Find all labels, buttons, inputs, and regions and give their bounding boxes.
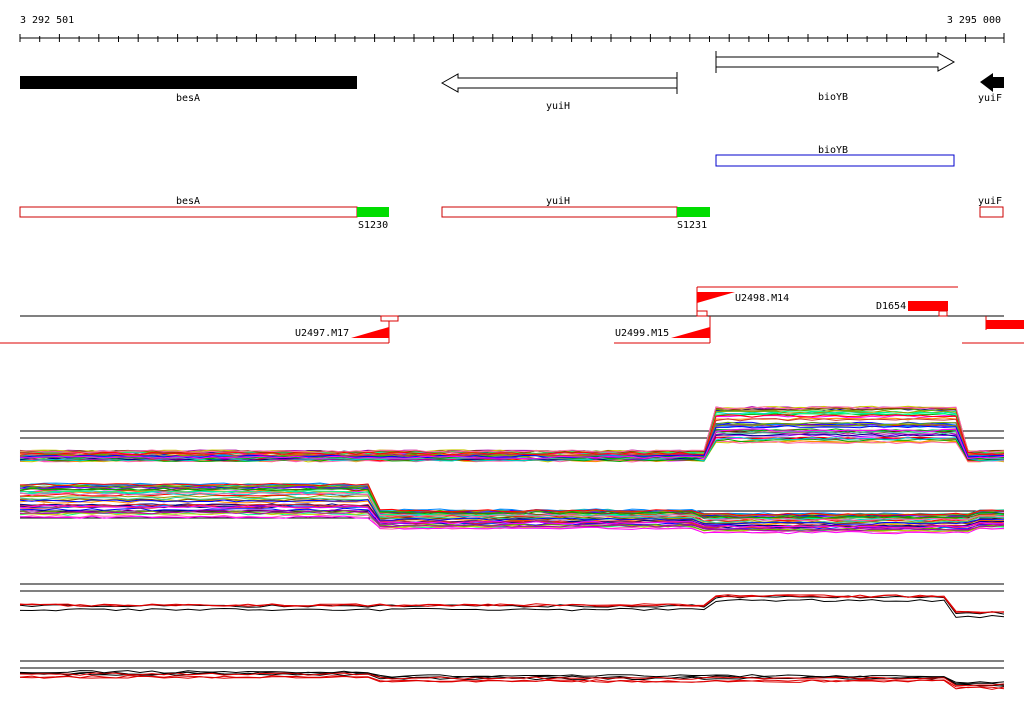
gene-track: besA yuiH bioYB yuiF	[20, 51, 1004, 112]
gene-besA[interactable]	[20, 76, 357, 89]
expression-panel-forward	[19, 405, 1005, 463]
expression-profile	[19, 492, 1005, 522]
feature-U2498.M14[interactable]	[697, 292, 735, 303]
transcript-yuiF[interactable]	[979, 206, 1004, 218]
expression-profile	[19, 436, 1005, 462]
expression-profile	[19, 482, 1005, 516]
expression-profile	[19, 487, 1005, 519]
expression-profiles-forward	[19, 405, 1005, 463]
expression-profile	[19, 511, 1005, 532]
transcript-label-yuiF: yuiF	[978, 196, 1002, 207]
gene-bioYB[interactable]	[715, 52, 956, 72]
feature-U2499.M15[interactable]	[671, 327, 710, 338]
expression-profile	[19, 414, 1005, 456]
signal-S1230[interactable]	[357, 207, 389, 217]
coordinate-ruler: 3 292 501 3 295 000	[19, 15, 1005, 43]
expression-profile	[19, 405, 1005, 453]
ruler-ticks	[19, 33, 1005, 43]
transcript-besA[interactable]	[19, 206, 358, 218]
expression-profile	[20, 428, 1005, 460]
gene-label-yuiH: yuiH	[546, 101, 570, 112]
summary-panel-upper	[19, 583, 1005, 619]
expression-panel-reverse	[19, 482, 1005, 535]
ruler-start-label: 3 292 501	[20, 15, 74, 26]
expression-profile	[19, 505, 1004, 529]
transcript-label-besA: besA	[176, 196, 200, 207]
feature-D1654[interactable]	[908, 301, 948, 311]
expression-profile	[19, 670, 1005, 684]
transcript-yuiH[interactable]	[441, 206, 678, 218]
feature-marker-box	[696, 310, 708, 317]
expression-profile	[19, 672, 1005, 687]
summary-profiles-lower	[19, 670, 1005, 690]
feature-edge-block[interactable]	[986, 320, 1024, 329]
expression-profile	[19, 672, 1005, 687]
signal-S1231[interactable]	[677, 207, 710, 217]
gene-label-yuiF: yuiF	[978, 93, 1002, 104]
feature-U2497.M17[interactable]	[351, 327, 389, 338]
signal-label-S1230: S1230	[358, 220, 388, 231]
annotation-track: bioYB	[715, 145, 955, 167]
signal-label-S1231: S1231	[677, 220, 707, 231]
expression-profiles-reverse	[19, 482, 1005, 535]
feature-label-U2499.M15: U2499.M15	[615, 328, 669, 339]
expression-profile	[19, 418, 1005, 457]
feature-marker-box	[380, 315, 399, 322]
ruler-end-label: 3 295 000	[947, 15, 1001, 26]
feature-label-U2498.M14: U2498.M14	[735, 293, 789, 304]
annotation-bioYB[interactable]	[715, 154, 955, 167]
summary-profiles-upper	[19, 594, 1005, 619]
expression-profile	[19, 406, 1005, 454]
expression-profile	[19, 423, 1005, 458]
feature-label-D1654: D1654	[876, 301, 906, 312]
expression-profile	[19, 499, 1005, 525]
expression-profile	[19, 515, 1005, 535]
gene-yuiH[interactable]	[440, 73, 678, 93]
expression-profile	[19, 594, 1005, 614]
summary-panel-lower	[19, 660, 1005, 690]
annotation-label-bioYB: bioYB	[818, 145, 848, 156]
gene-label-bioYB: bioYB	[818, 92, 848, 103]
gene-yuiF[interactable]	[980, 73, 1004, 92]
transcript-track: besA S1230 yuiH S1231 yuiF	[19, 196, 1004, 231]
expression-profile	[19, 487, 1005, 519]
feature-label-U2497.M17: U2497.M17	[295, 328, 349, 339]
feature-track: U2498.M14 D1654 U2497.M17 U2499.M15	[0, 286, 1024, 344]
transcript-label-yuiH: yuiH	[546, 196, 570, 207]
expression-profile	[19, 675, 1005, 690]
expression-profile	[19, 482, 1005, 517]
feature-marker-box	[938, 310, 948, 317]
expression-profile	[19, 498, 1005, 525]
expression-profile	[19, 598, 1005, 619]
gene-label-besA: besA	[176, 93, 200, 104]
expression-profile	[19, 671, 1005, 686]
